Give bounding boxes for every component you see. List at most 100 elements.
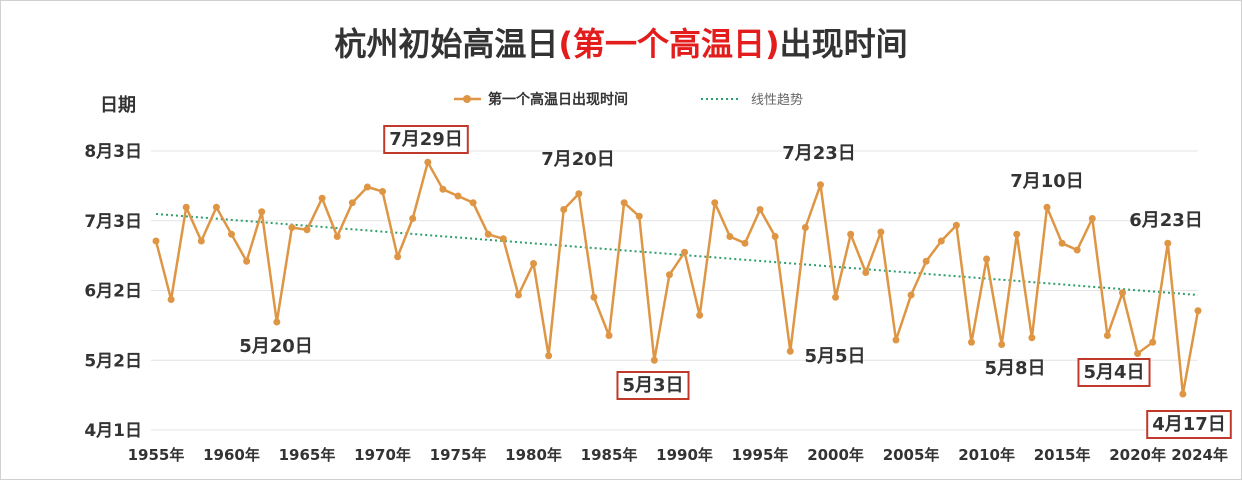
annotation-label: 5月5日 xyxy=(804,346,865,367)
x-tick-label: 1960年 xyxy=(203,446,260,464)
x-tick-label: 1985年 xyxy=(581,446,638,464)
chart-title: 杭州初始高温日(第一个高温日)出现时间 xyxy=(1,19,1241,65)
data-point xyxy=(983,255,991,263)
x-tick-label: 1975年 xyxy=(430,446,487,464)
data-point xyxy=(333,233,341,240)
legend-series-marker xyxy=(463,95,471,103)
data-point xyxy=(1043,203,1051,211)
data-point xyxy=(258,208,266,216)
annotation-label: 7月23日 xyxy=(782,143,856,164)
annotation-label: 5月8日 xyxy=(984,358,1045,379)
y-tick-label: 8月3日 xyxy=(84,142,142,162)
data-point xyxy=(212,203,220,211)
data-point xyxy=(696,311,704,319)
data-point xyxy=(394,253,402,261)
data-point xyxy=(952,221,960,229)
data-point xyxy=(182,203,190,211)
data-point xyxy=(318,194,326,202)
data-point xyxy=(243,257,251,265)
x-tick-label: 2015年 xyxy=(1034,446,1091,464)
data-point xyxy=(469,199,477,207)
annotation-label: 4月17日 xyxy=(1152,414,1226,435)
legend-trend-label: 线性趋势 xyxy=(751,92,803,108)
data-point xyxy=(635,212,643,220)
x-tick-label: 1980年 xyxy=(505,446,562,464)
series-line xyxy=(154,161,1200,396)
x-tick-label: 2005年 xyxy=(883,446,940,464)
data-point xyxy=(379,188,387,195)
data-point xyxy=(756,206,764,213)
data-point xyxy=(801,224,809,231)
data-point xyxy=(273,318,281,326)
data-point xyxy=(1149,338,1157,346)
annotation-label: 5月20日 xyxy=(239,336,313,357)
data-point xyxy=(1103,332,1111,339)
annotation-highlight-box xyxy=(616,371,690,400)
data-point xyxy=(620,199,628,207)
data-point xyxy=(363,183,371,191)
data-point xyxy=(409,215,417,222)
data-point xyxy=(514,291,522,299)
y-tick-label: 7月3日 xyxy=(84,212,142,232)
y-tick-label: 6月2日 xyxy=(84,282,142,302)
data-point xyxy=(590,293,598,301)
data-point xyxy=(665,271,673,279)
data-point xyxy=(1118,289,1126,297)
data-point xyxy=(771,233,779,240)
annotation-highlight-box xyxy=(1077,358,1151,387)
x-tick-label: 1970年 xyxy=(354,446,411,464)
x-tick-label: 1995年 xyxy=(732,446,789,464)
y-tick-label: 4月1日 xyxy=(84,421,142,441)
data-point xyxy=(862,269,870,276)
data-point xyxy=(967,338,975,346)
data-point xyxy=(303,226,311,234)
annotation-label: 5月3日 xyxy=(622,375,683,396)
data-point xyxy=(499,235,507,243)
data-point xyxy=(847,230,855,238)
data-point xyxy=(439,185,447,193)
data-point xyxy=(348,199,356,207)
data-point xyxy=(816,181,824,189)
data-point xyxy=(1179,390,1187,398)
annotation-label: 6月23日 xyxy=(1129,210,1203,231)
data-point xyxy=(1088,215,1096,222)
x-tick-label: 1965年 xyxy=(279,446,336,464)
data-point xyxy=(681,248,689,256)
data-point xyxy=(424,158,432,166)
x-tick-label: 1955年 xyxy=(128,446,185,464)
data-point xyxy=(937,237,945,245)
data-point xyxy=(1134,350,1142,357)
title-part1: 杭州初始高温日 xyxy=(334,25,559,63)
data-point xyxy=(228,230,236,238)
data-point xyxy=(454,192,462,200)
data-point xyxy=(1194,307,1202,315)
data-point xyxy=(575,190,583,198)
data-point xyxy=(711,199,719,207)
data-point xyxy=(560,206,568,213)
annotation-label: 7月10日 xyxy=(1010,171,1084,192)
data-point xyxy=(650,356,658,364)
title-highlight: (第一个高温日) xyxy=(558,25,780,63)
annotation-highlight-box xyxy=(383,125,469,154)
annotation-label: 7月20日 xyxy=(541,149,615,170)
annotation-highlight-box xyxy=(1146,410,1232,439)
x-tick-label: 1990年 xyxy=(656,446,713,464)
data-point xyxy=(545,352,553,360)
data-point xyxy=(167,296,175,303)
annotation-label: 5月4日 xyxy=(1083,362,1144,383)
data-point xyxy=(1028,334,1036,342)
x-tick-label: 2010年 xyxy=(958,446,1015,464)
data-point xyxy=(922,257,930,265)
data-point xyxy=(1073,246,1081,254)
data-point xyxy=(530,260,538,267)
x-tick-label: 2000年 xyxy=(807,446,864,464)
annotation-label: 7月29日 xyxy=(389,129,463,150)
data-point xyxy=(892,336,900,344)
legend-series-label: 第一个高温日出现时间 xyxy=(488,91,628,108)
data-point xyxy=(484,230,492,238)
x-tick-label: 2020年 xyxy=(1109,446,1166,464)
y-tick-label: 5月2日 xyxy=(84,351,142,371)
x-tick-label: 2024年 xyxy=(1171,446,1228,464)
